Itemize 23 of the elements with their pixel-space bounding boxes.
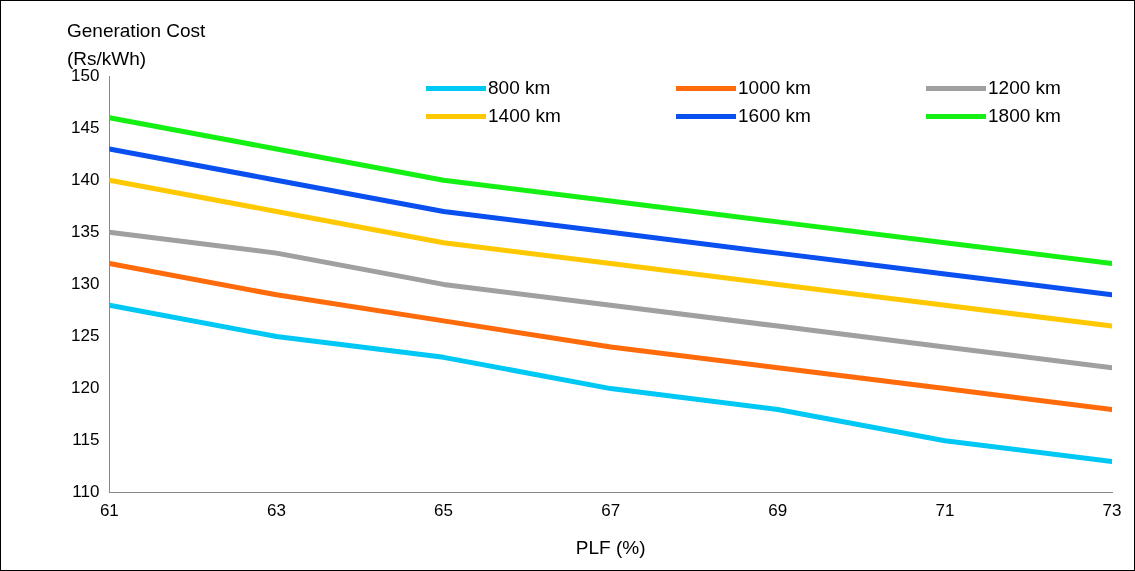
legend-label: 1400 km — [488, 105, 561, 127]
y-tick-label: 130 — [70, 274, 100, 294]
y-tick-label: 120 — [70, 378, 100, 398]
x-tick-label: 73 — [1102, 500, 1122, 520]
y-tick-label: 145 — [70, 117, 100, 137]
x-tick-label: 61 — [99, 500, 119, 520]
x-tick-label: 63 — [267, 500, 286, 520]
x-tick-label: 67 — [601, 500, 621, 520]
y-tick-label: 125 — [70, 326, 100, 346]
y-tick-label: 135 — [70, 221, 100, 241]
legend-label: 1000 km — [738, 77, 811, 99]
y-tick-label: 140 — [70, 169, 100, 189]
x-axis-title: PLF (%) — [575, 536, 646, 558]
x-tick-label: 69 — [768, 500, 788, 520]
y-axis-title: Generation Cost (Rs/kWh) — [67, 19, 207, 69]
legend-label: 800 km — [488, 77, 551, 99]
x-tick-label: 65 — [434, 500, 454, 520]
y-tick-label: 115 — [72, 430, 100, 450]
legend-label: 1200 km — [988, 77, 1061, 99]
y-tick-label: 110 — [72, 482, 100, 502]
legend-label: 1800 km — [988, 105, 1061, 127]
x-tick-label: 71 — [935, 500, 955, 520]
legend-label: 1600 km — [738, 105, 811, 127]
